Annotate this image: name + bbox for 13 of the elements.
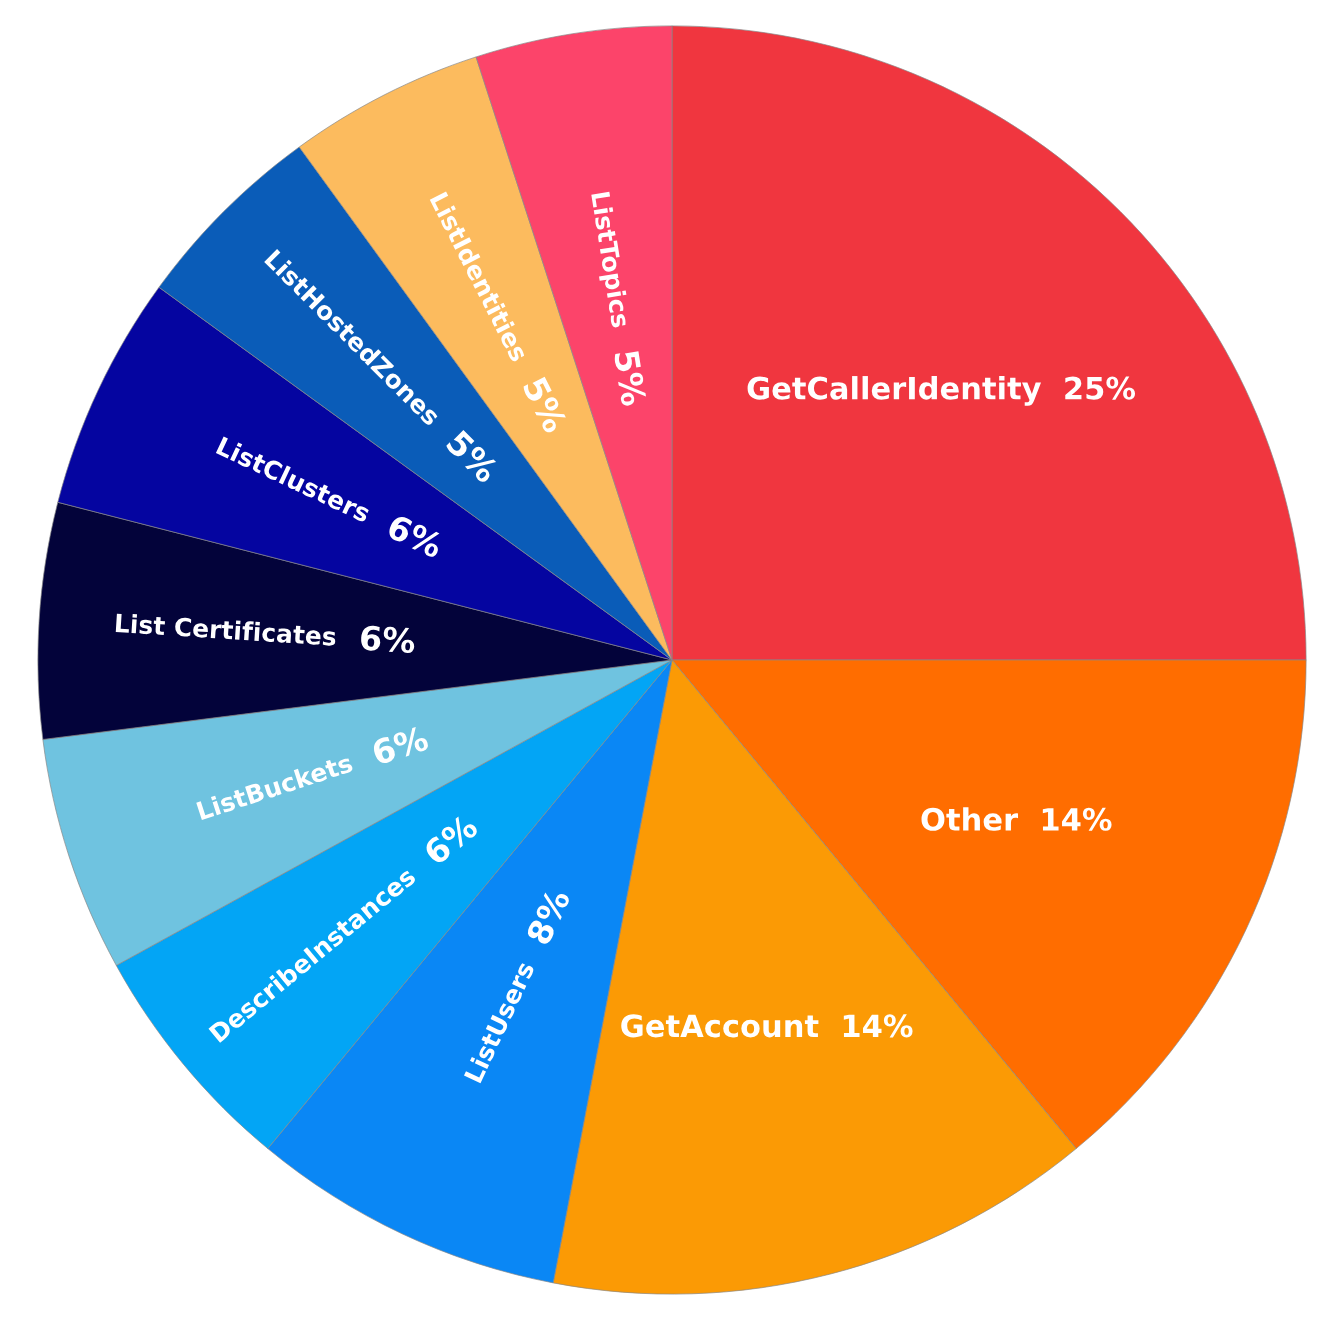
data-label: 6% — [370, 724, 430, 766]
slice-label: ListTopics — [586, 191, 632, 329]
data-label: 6% — [360, 624, 416, 654]
data-label: 6% — [422, 812, 480, 867]
slice-label: List Certificates — [115, 612, 337, 647]
slice-label: Other 14% — [921, 807, 1112, 831]
slice-label: GetAccount 14% — [621, 1014, 913, 1038]
data-label: 5% — [522, 375, 569, 435]
slice-label: GetCallerIdentity 25% — [747, 376, 1136, 406]
data-label: 8% — [525, 886, 571, 947]
data-label: 5% — [445, 429, 501, 485]
data-label: 6% — [385, 513, 446, 559]
data-label: 5% — [613, 350, 647, 407]
